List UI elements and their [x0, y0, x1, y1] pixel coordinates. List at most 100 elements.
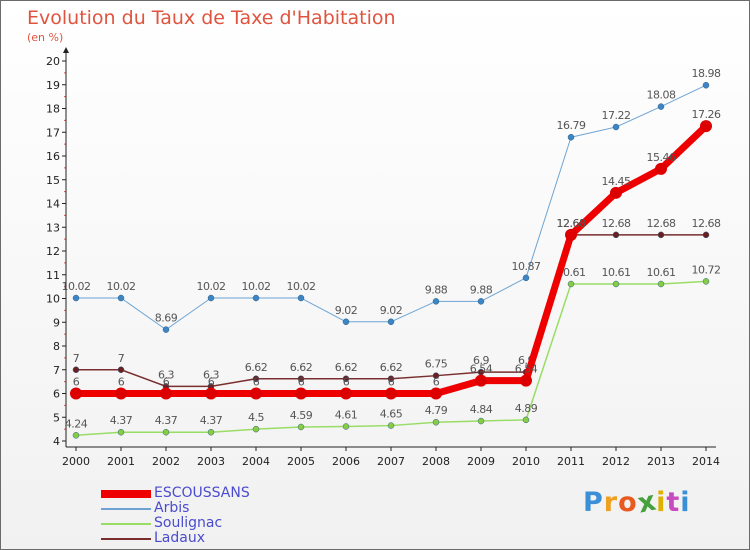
y-tick-label: 7	[53, 364, 60, 377]
data-point	[342, 318, 350, 326]
legend-label: Ladaux	[154, 530, 206, 546]
logo-letter: r	[603, 487, 619, 518]
data-label: 12.68	[692, 217, 721, 230]
logo-letter: P	[583, 487, 604, 518]
chart-title: Evolution du Taux de Taxe d'Habitation	[27, 7, 396, 29]
data-point	[612, 231, 620, 239]
legend-swatch	[101, 508, 151, 510]
legend-label: Soulignac	[154, 515, 223, 531]
data-label: 17.26	[692, 108, 721, 121]
data-label: 4.37	[200, 414, 223, 427]
y-tick-label: 8	[53, 340, 60, 353]
data-label: 12.68	[602, 217, 631, 230]
legend-swatch	[101, 523, 151, 525]
data-point	[342, 375, 350, 383]
data-label: 6	[73, 376, 80, 389]
x-tick-label: 2008	[422, 455, 450, 468]
data-point	[207, 428, 215, 436]
data-point	[252, 375, 260, 383]
data-label: 10.02	[107, 280, 136, 293]
x-tick-label: 2012	[602, 455, 630, 468]
x-tick-label: 2007	[377, 455, 405, 468]
chart-subtitle: (en %)	[27, 31, 64, 44]
data-label: 6	[208, 376, 215, 389]
data-point	[702, 278, 710, 285]
data-label: 6.9	[473, 354, 489, 367]
legend-label: ESCOUSSANS	[154, 485, 250, 501]
data-label: 4.89	[515, 402, 538, 415]
legend-swatch	[101, 490, 151, 498]
data-label: 8.69	[155, 312, 178, 325]
data-point	[477, 417, 485, 425]
y-tick-label: 19	[46, 79, 60, 92]
data-point	[117, 428, 125, 436]
data-label: 6.54	[515, 363, 538, 376]
data-point	[160, 387, 172, 400]
y-tick-label: 5	[53, 411, 60, 424]
data-label: 16.79	[557, 119, 586, 132]
data-point	[432, 372, 440, 379]
data-label: 10.72	[692, 263, 721, 276]
series-line	[72, 122, 710, 397]
data-point	[565, 228, 577, 241]
data-label: 12.68	[647, 217, 676, 230]
data-label: 9.02	[335, 304, 358, 317]
data-point	[657, 280, 665, 288]
x-tick-label: 2000	[62, 455, 90, 468]
data-label: 10.61	[602, 266, 631, 279]
data-label: 6	[163, 376, 170, 389]
data-label: 6.62	[380, 361, 403, 374]
data-point	[387, 375, 395, 383]
data-point	[477, 298, 485, 305]
data-label: 4.59	[290, 409, 313, 422]
x-tick-label: 2006	[332, 455, 360, 468]
data-label: 9.88	[470, 283, 493, 296]
legend-swatch	[101, 538, 151, 540]
data-label: 4.5	[248, 411, 264, 424]
data-label: 4.84	[470, 403, 493, 416]
data-label: 6.3	[203, 368, 219, 381]
y-tick-label: 15	[46, 174, 60, 187]
data-point	[520, 374, 532, 387]
legend-label: Arbis	[154, 500, 190, 516]
y-tick-label: 9	[53, 316, 60, 329]
y-axis-arrow	[63, 47, 69, 53]
y-tick-label: 11	[46, 269, 60, 282]
x-tick-label: 2004	[242, 455, 270, 468]
data-label: 6.3	[158, 368, 174, 381]
data-point	[700, 120, 712, 133]
data-point	[657, 231, 665, 239]
data-label: 9.88	[425, 283, 448, 296]
data-point	[117, 366, 125, 373]
data-label: 10.61	[647, 266, 676, 279]
data-label: 4.24	[65, 417, 88, 430]
data-point	[295, 387, 307, 400]
data-label: 6.54	[470, 363, 493, 376]
data-point	[117, 294, 125, 302]
data-point	[655, 162, 667, 175]
data-label: 18.08	[647, 89, 676, 102]
data-point	[70, 387, 82, 400]
data-label: 10.02	[287, 280, 316, 293]
data-point	[162, 326, 170, 333]
data-point	[522, 416, 530, 424]
logo-letter: t	[666, 487, 681, 518]
y-tick-label: 18	[46, 103, 60, 116]
data-label: 7	[73, 352, 80, 365]
data-label: 7	[118, 352, 125, 365]
data-label: 4.37	[155, 414, 178, 427]
data-point	[657, 103, 665, 110]
data-point	[387, 422, 395, 429]
y-tick-label: 14	[46, 198, 60, 211]
x-tick-label: 2003	[197, 455, 225, 468]
data-point	[342, 423, 350, 430]
data-point	[610, 186, 622, 199]
logo-letter: o	[618, 487, 638, 518]
data-point	[612, 123, 620, 131]
data-label: 9.02	[380, 304, 403, 317]
data-label: 6	[433, 376, 440, 389]
data-point	[387, 318, 395, 326]
data-point	[702, 81, 710, 89]
data-point	[252, 425, 260, 433]
